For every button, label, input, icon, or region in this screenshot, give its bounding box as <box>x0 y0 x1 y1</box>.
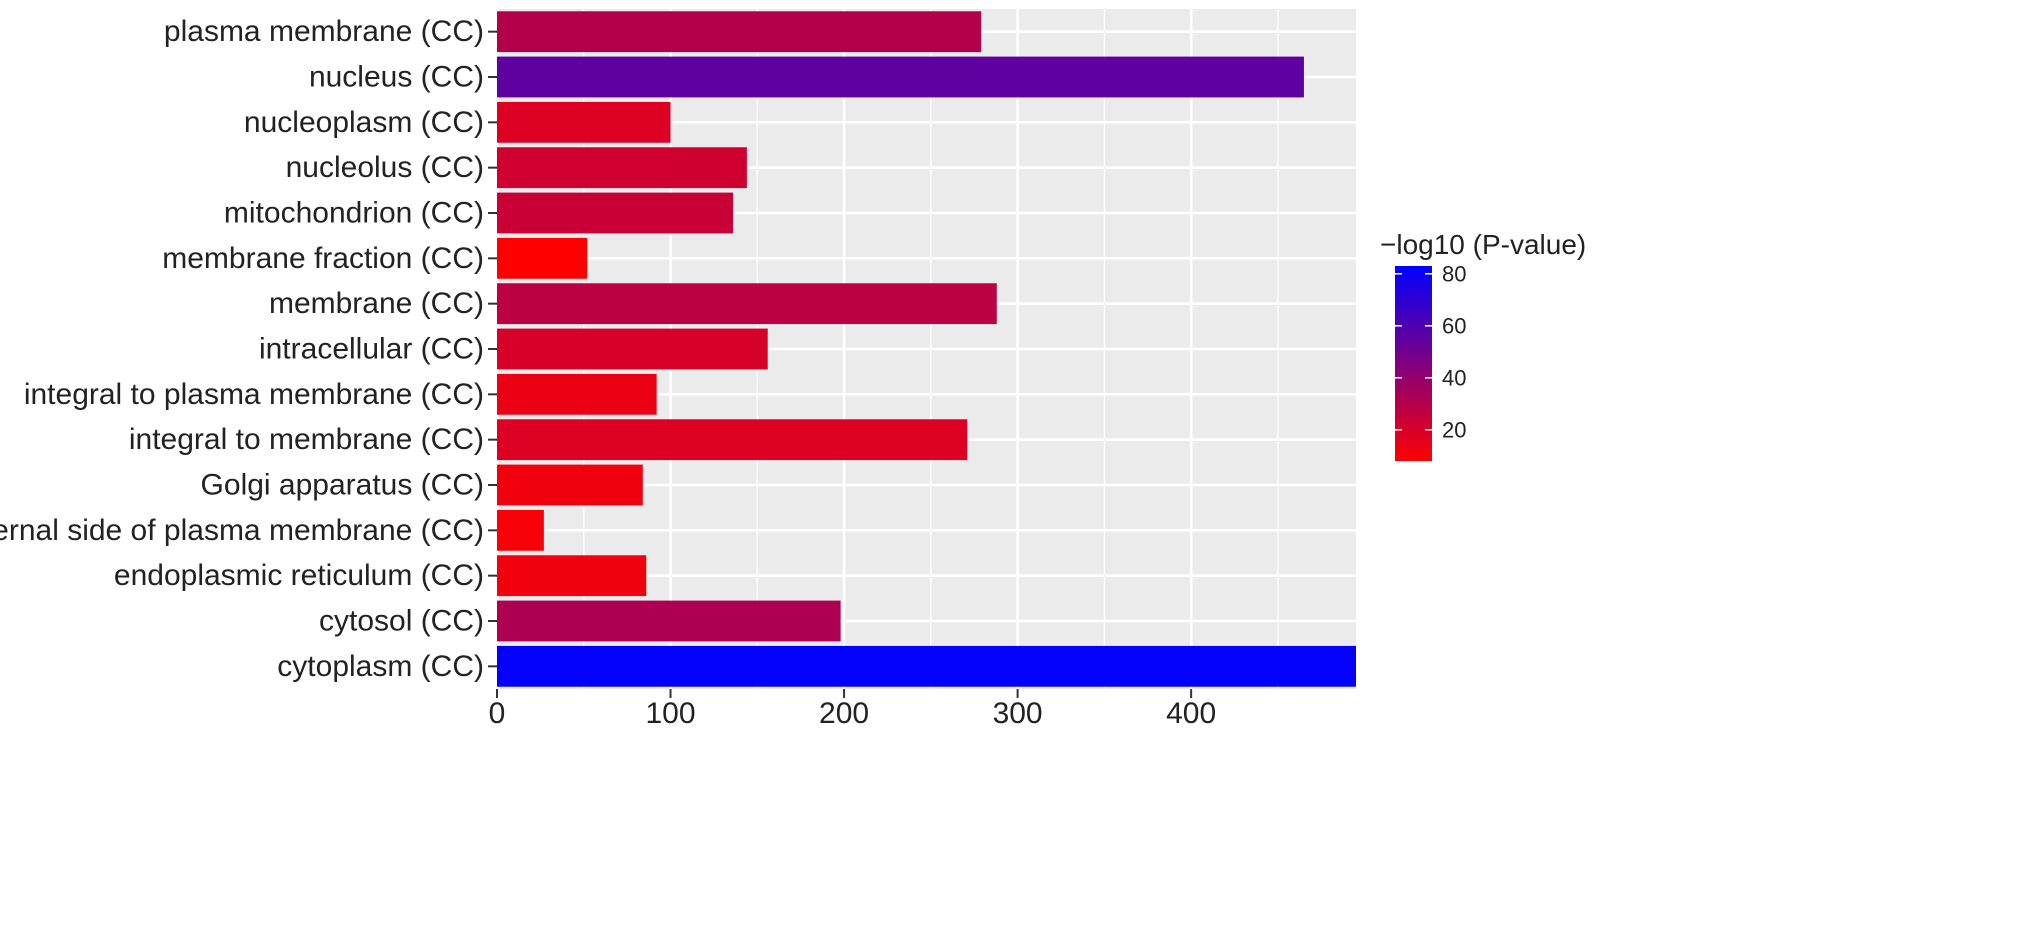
bar <box>497 328 768 370</box>
bar <box>497 192 734 234</box>
bar <box>497 237 588 279</box>
legend-ticks: 20 40 60 80 <box>1395 261 1466 442</box>
bar <box>497 11 982 53</box>
category-label: nucleolus (CC) <box>286 151 484 184</box>
legend-tick-label: 40 <box>1442 365 1466 390</box>
bar <box>497 645 1356 687</box>
legend-tick-label: 80 <box>1442 261 1466 286</box>
x-axis: 0 100 200 300 400 <box>489 689 1216 730</box>
bar <box>497 419 968 461</box>
bar <box>497 147 747 189</box>
category-label: integral to membrane (CC) <box>129 423 484 456</box>
category-label: membrane (CC) <box>269 287 484 320</box>
category-label: nucleus (CC) <box>309 61 484 94</box>
bar <box>497 373 657 415</box>
bar <box>497 101 671 143</box>
legend-tick-label: 60 <box>1442 313 1466 338</box>
category-label: nucleoplasm (CC) <box>244 106 484 139</box>
legend-tick-label: 20 <box>1442 417 1466 442</box>
bar <box>497 509 544 551</box>
bars <box>497 11 1356 687</box>
bar <box>497 283 997 325</box>
legend-colorbar <box>1395 266 1432 461</box>
x-tick-label: 200 <box>819 697 869 730</box>
category-label: Golgi apparatus (CC) <box>201 469 484 502</box>
category-label: plasma membrane (CC) <box>164 15 484 48</box>
category-label: mitochondrion (CC) <box>224 197 484 230</box>
bar <box>497 56 1304 98</box>
category-label: cytoplasm (CC) <box>277 650 484 683</box>
category-label: intracellular (CC) <box>259 333 484 366</box>
category-label: cytosol (CC) <box>319 605 484 638</box>
x-tick-label: 0 <box>489 697 506 730</box>
x-tick-label: 100 <box>646 697 696 730</box>
category-label: endoplasmic reticulum (CC) <box>114 559 484 592</box>
category-label: membrane fraction (CC) <box>162 242 484 275</box>
category-label: external side of plasma membrane (CC) <box>0 514 484 547</box>
legend-title: −log10 (P-value) <box>1380 229 1586 260</box>
y-axis: plasma membrane (CC) nucleus (CC) nucleopl… <box>0 15 497 683</box>
bar <box>497 600 841 642</box>
category-label: integral to plasma membrane (CC) <box>24 378 484 411</box>
bar <box>497 555 647 597</box>
x-tick-label: 300 <box>993 697 1043 730</box>
bar <box>497 464 643 506</box>
x-tick-label: 400 <box>1166 697 1216 730</box>
color-legend: −log10 (P-value) 20 40 60 80 <box>1380 229 1586 461</box>
